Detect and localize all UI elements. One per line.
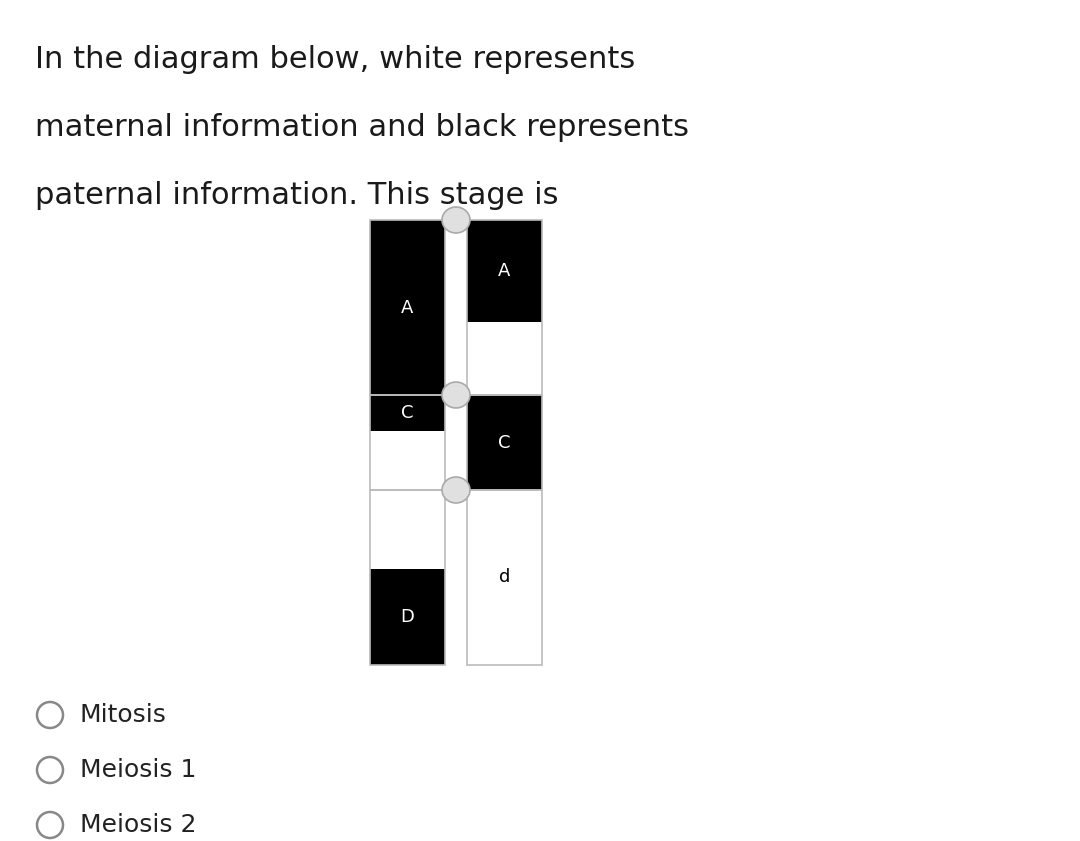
- Text: C: C: [402, 404, 414, 422]
- Text: D: D: [401, 608, 415, 626]
- Circle shape: [37, 702, 63, 728]
- Text: d: d: [499, 569, 510, 586]
- Text: paternal information. This stage is: paternal information. This stage is: [35, 181, 558, 210]
- Bar: [467, 321, 542, 395]
- Bar: [467, 490, 542, 665]
- Bar: [370, 395, 445, 431]
- Bar: [370, 431, 445, 490]
- Bar: [467, 395, 542, 490]
- Text: Meiosis 1: Meiosis 1: [80, 758, 197, 782]
- Bar: [467, 220, 542, 321]
- Bar: [370, 220, 445, 395]
- Text: C: C: [498, 433, 511, 452]
- Ellipse shape: [442, 382, 470, 408]
- Text: Meiosis 2: Meiosis 2: [80, 813, 197, 837]
- Bar: [467, 395, 542, 490]
- Ellipse shape: [442, 207, 470, 233]
- Bar: [370, 490, 445, 569]
- Circle shape: [37, 757, 63, 783]
- Text: Mitosis: Mitosis: [80, 703, 167, 727]
- Bar: [467, 220, 542, 395]
- Text: A: A: [498, 262, 511, 280]
- Text: In the diagram below, white represents: In the diagram below, white represents: [35, 45, 635, 74]
- Bar: [370, 395, 445, 490]
- Ellipse shape: [442, 477, 470, 503]
- Bar: [370, 569, 445, 665]
- Bar: [467, 490, 542, 665]
- Bar: [370, 220, 445, 395]
- Bar: [370, 490, 445, 665]
- Text: maternal information and black represents: maternal information and black represent…: [35, 113, 689, 142]
- Text: A: A: [402, 299, 414, 316]
- Circle shape: [37, 812, 63, 838]
